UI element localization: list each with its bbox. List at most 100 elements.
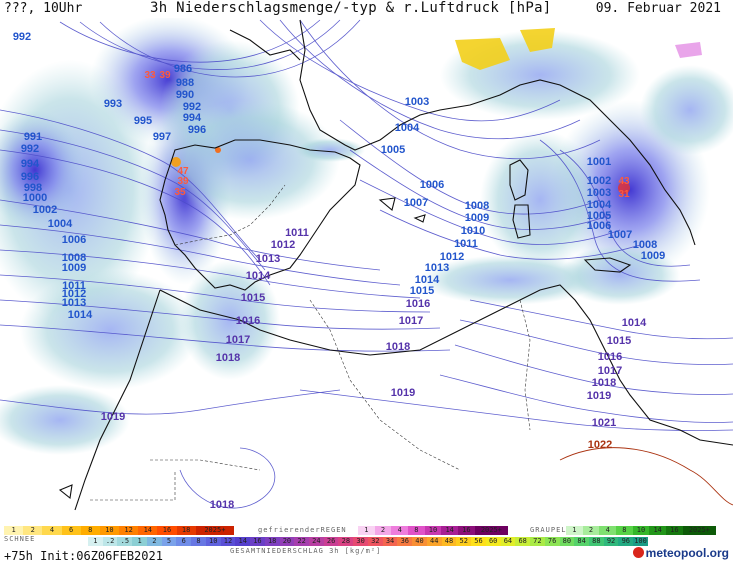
total-precip-label: GESAMTNIEDERSCHLAG 3h [kg/m²] <box>230 547 382 555</box>
map-title: 3h Niederschlagsmenge/-typ & r.Luftdruck… <box>150 0 552 16</box>
scale-step: 16 <box>250 537 265 546</box>
isobar-label: 996 <box>21 171 39 183</box>
isobar-label: 1009 <box>62 262 86 274</box>
isobar-label: 1008 <box>633 239 657 251</box>
isobar-label: 1002 <box>587 175 611 187</box>
borders <box>90 184 531 501</box>
scale-step: 22 <box>294 537 310 546</box>
isobar-label: 1007 <box>608 229 632 241</box>
isobar-label: 1012 <box>271 239 295 251</box>
scale-step: 14 <box>441 526 459 535</box>
scale-step: 16 <box>157 526 177 535</box>
scale-step: 8 <box>616 526 633 535</box>
isobar-label: 986 <box>174 63 192 75</box>
isobar-label: 1022 <box>588 439 612 451</box>
scale-step: 76 <box>544 537 560 546</box>
scale-step: 1 <box>88 537 103 546</box>
isobar-label: 1015 <box>607 335 631 347</box>
scale-step: 44 <box>426 537 442 546</box>
scale-step: 10 <box>205 537 221 546</box>
isobar-label: 1019 <box>391 387 415 399</box>
isobar-label: 1002 <box>33 204 57 216</box>
meteopool-logo[interactable]: meteopool.org <box>632 546 729 560</box>
scale-step: 26 <box>323 537 339 546</box>
scale-step: 14 <box>235 537 251 546</box>
isobar-label: 1012 <box>440 251 464 263</box>
isobar-label: 1006 <box>587 220 611 232</box>
scale-step: 80 <box>559 537 575 546</box>
isobar-label: 1016 <box>236 315 260 327</box>
forecast-date: 09. Februar 2021 <box>595 1 721 16</box>
isobar-label: 997 <box>153 131 171 143</box>
isobar-label: 1006 <box>62 234 86 246</box>
scale-step: 18 <box>176 526 196 535</box>
scale-step: 64 <box>500 537 516 546</box>
graupel-label: GRAUPEL <box>530 526 567 534</box>
scale-step: 16 <box>458 526 475 535</box>
isobar-label: 1009 <box>641 250 665 262</box>
isobar-label: 1018 <box>210 499 234 511</box>
isobar-label: 1003 <box>587 187 611 199</box>
isobar-label: 992 <box>183 101 201 113</box>
isobar-label: 1016 <box>598 351 622 363</box>
scale-step: 4 <box>599 526 617 535</box>
scale-step: 2025+ <box>195 526 235 535</box>
isobar-label: 1014 <box>415 274 440 286</box>
graupel-scale-bar: 1 2 4 8 10 14 16 2025+ <box>566 526 717 535</box>
isobar-label: 1015 <box>410 285 434 297</box>
freezing-rain-scale-bar: 1 2 4 8 10 14 16 2025+ <box>358 526 509 535</box>
isobar-label: 1011 <box>454 238 478 250</box>
scale-step: 2 <box>146 537 162 546</box>
scale-step: 18 <box>264 537 280 546</box>
isobar-label: 1015 <box>241 292 265 304</box>
precip-value: 33 <box>144 70 156 81</box>
isobar-label: 990 <box>176 89 194 101</box>
isobar-label: 1016 <box>406 298 430 310</box>
isobar-label: 1007 <box>404 197 428 209</box>
scale-step: 48 <box>441 537 457 546</box>
scale-step: 36 <box>397 537 413 546</box>
isobar-label: 1017 <box>399 315 423 327</box>
isobar-label: 1008 <box>62 252 86 264</box>
logo-icon <box>632 547 644 558</box>
legend-graupel: 1 2 4 8 10 14 16 2025+ <box>566 526 717 535</box>
scale-step: 5 <box>161 537 177 546</box>
isobar-label: 1017 <box>226 334 250 346</box>
isobar-label: 1018 <box>386 341 410 353</box>
scale-step: 24 <box>309 537 324 546</box>
scale-step: 20 <box>279 537 295 546</box>
scale-step: 6 <box>176 537 192 546</box>
scale-step: 1 <box>358 526 375 535</box>
legend-freezing-rain: 1 2 4 8 10 14 16 2025+ <box>358 526 509 535</box>
scale-step: 2 <box>23 526 43 535</box>
isobar-label: 1004 <box>395 122 420 134</box>
isobar-label: 992 <box>21 143 39 155</box>
scale-step: 8 <box>191 537 206 546</box>
precip-value: 31 <box>618 189 630 200</box>
isobar-label: 1004 <box>587 199 612 211</box>
isobar-label: 1013 <box>256 253 280 265</box>
high-pressure-isobar <box>559 447 733 506</box>
header: ???, 10Uhr 3h Niederschlagsmenge/-typ & … <box>0 0 733 18</box>
scale-step: 6 <box>61 526 81 535</box>
isobar-label: 1014 <box>68 309 93 321</box>
isobar-label: 1010 <box>461 225 485 237</box>
total-precip-scale-bar: 1.2.5 1 2 5 6 8 10 12 14 16 18 20 22 24 26 28 30 32 34 36 40… <box>88 537 648 546</box>
scale-step: 4 <box>391 526 409 535</box>
scale-step: 32 <box>367 537 383 546</box>
scale-step: 52 <box>456 537 472 546</box>
isobar-label: 1008 <box>465 200 489 212</box>
scale-step: 34 <box>382 537 398 546</box>
scale-step: 1 <box>566 526 583 535</box>
scale-step: 84 <box>574 537 589 546</box>
scale-step: 12 <box>220 537 236 546</box>
scale-step: 2025+ <box>682 526 717 535</box>
scale-step: 8 <box>80 526 100 535</box>
legend-total-precip: 1.2.5 1 2 5 6 8 10 12 14 16 18 20 22 24 26 28 30 32 34 36 40… <box>88 537 648 546</box>
scale-step: 4 <box>42 526 62 535</box>
isobar-label: 1019 <box>587 390 611 402</box>
scale-step: 2 <box>582 526 600 535</box>
scale-step: 10 <box>632 526 650 535</box>
